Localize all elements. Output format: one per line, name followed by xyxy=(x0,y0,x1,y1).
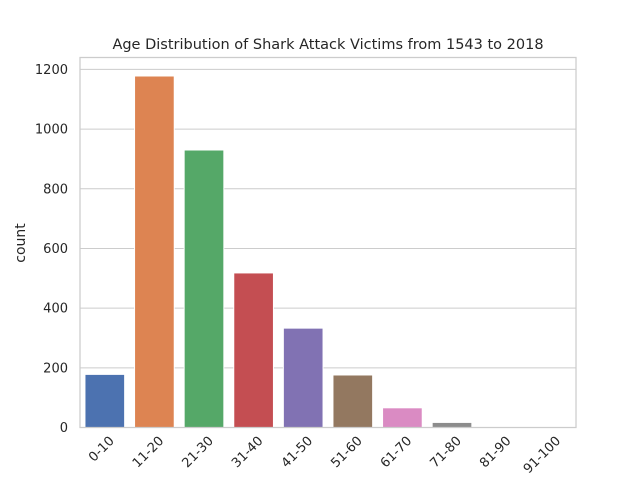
bar-11-20 xyxy=(134,75,175,428)
x-tick-label: 11-20 xyxy=(130,434,167,471)
bar-31-40 xyxy=(233,272,274,428)
bar-41-50 xyxy=(282,327,324,428)
y-tick-label: 1000 xyxy=(35,123,68,138)
bar-71-80 xyxy=(431,421,473,429)
y-tick-label: 800 xyxy=(43,182,68,197)
x-tick-label: 81-90 xyxy=(477,434,514,471)
x-tick-labels: 0-10 11-20 21-30 31-40 41-50 51-60 61-70 71-80 8… xyxy=(86,434,564,477)
x-tick-label: 91-100 xyxy=(521,434,564,477)
x-tick-label: 51-60 xyxy=(328,434,365,471)
y-tick-label: 1200 xyxy=(35,63,68,78)
x-tick-label: 61-70 xyxy=(378,434,415,471)
bar-51-60 xyxy=(332,374,374,428)
bars xyxy=(84,75,572,429)
bar-61-70 xyxy=(382,407,423,429)
y-tick-labels: 0 200 400 600 800 1000 1200 xyxy=(35,63,68,436)
x-tick-label: 71-80 xyxy=(428,434,465,471)
y-tick-label: 600 xyxy=(43,242,68,257)
bar-21-30 xyxy=(183,149,225,428)
y-tick-label: 400 xyxy=(43,302,68,317)
y-tick-label: 0 xyxy=(60,421,68,436)
x-tick-label: 0-10 xyxy=(86,434,117,465)
x-tick-label: 31-40 xyxy=(229,434,266,471)
x-tick-label: 41-50 xyxy=(279,434,316,471)
y-tick-label: 200 xyxy=(43,361,68,376)
plot-frame xyxy=(79,56,577,429)
y-axis-label: count xyxy=(13,223,29,263)
x-tick-label: 21-30 xyxy=(180,434,217,471)
bar-0-10 xyxy=(84,373,126,428)
chart-title: Age Distribution of Shark Attack Victims… xyxy=(112,37,543,53)
